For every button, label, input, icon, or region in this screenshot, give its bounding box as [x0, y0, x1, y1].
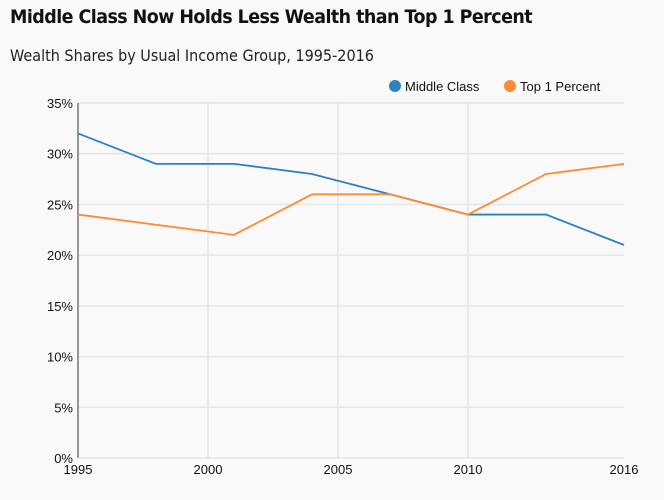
legend-label: Middle Class [405, 79, 480, 94]
x-tick-label: 2005 [324, 462, 353, 477]
series-line-middle-class [77, 132, 625, 246]
chart-title: Middle Class Now Holds Less Wealth than … [10, 6, 533, 28]
y-tick-label: 5% [54, 400, 73, 415]
x-tick-label: 2000 [194, 462, 223, 477]
y-tick-label: 20% [47, 248, 73, 263]
legend-marker-top-1-percent [504, 80, 516, 92]
y-tick-label: 15% [47, 299, 73, 314]
series-line-top-1-percent [77, 162, 625, 236]
x-tick-label: 1995 [64, 462, 93, 477]
chart-subtitle: Wealth Shares by Usual Income Group, 199… [10, 46, 374, 65]
legend-label: Top 1 Percent [520, 79, 601, 94]
x-tick-label: 2016 [610, 462, 639, 477]
legend-marker-middle-class [389, 80, 401, 92]
x-tick-label: 2010 [454, 462, 483, 477]
y-tick-label: 35% [47, 96, 73, 111]
y-tick-label: 25% [47, 197, 73, 212]
y-tick-label: 10% [47, 350, 73, 365]
y-tick-label: 0% [54, 451, 73, 466]
y-tick-label: 30% [47, 147, 73, 162]
